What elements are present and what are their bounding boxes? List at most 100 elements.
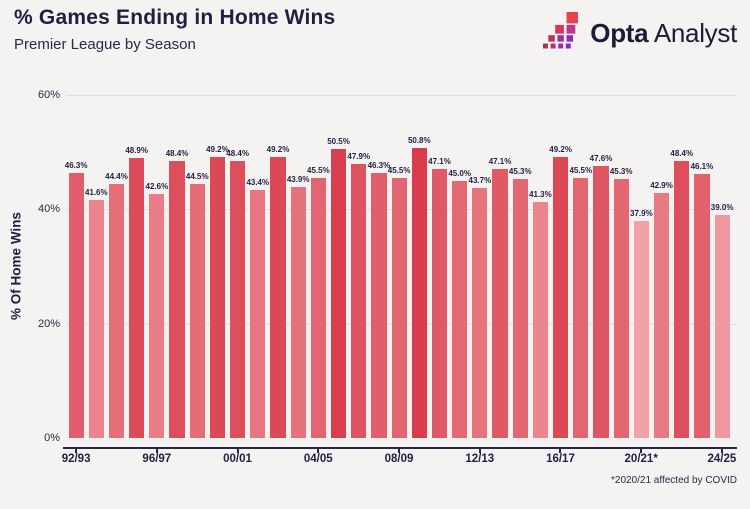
bar-93/94: 41.6% xyxy=(84,95,108,438)
y-tick-label-60: 60% xyxy=(37,89,60,101)
bar xyxy=(230,161,246,438)
bar-96/97: 42.6% xyxy=(145,95,169,438)
bar-21/22: 42.9% xyxy=(650,95,673,438)
bar-11/12: 45.0% xyxy=(448,95,471,438)
bar xyxy=(108,184,125,438)
x-axis-labels: 92/93 96/97 00/01 04/05 08/09 12/13 16/17 20/21… xyxy=(62,453,737,469)
bar-value-label: 47.1% xyxy=(488,156,512,166)
bar-95/96: 48.9% xyxy=(125,95,148,438)
bar xyxy=(411,147,427,438)
bar xyxy=(68,173,84,438)
bar-value-label: 47.9% xyxy=(347,152,371,162)
bar-01/02: 43.4% xyxy=(246,95,269,438)
x-tick-label-92/93: 92/93 xyxy=(61,453,91,465)
bar xyxy=(452,180,468,438)
bar-04/05: 45.5% xyxy=(307,95,330,438)
bar-value-label: 44.5% xyxy=(185,171,209,181)
bar xyxy=(310,177,326,438)
bar-92/93: 46.3% xyxy=(65,95,87,438)
bar-05/06: 50.5% xyxy=(327,95,350,438)
bar xyxy=(290,187,306,438)
y-axis-title: % Of Home Wins xyxy=(8,212,24,320)
bar xyxy=(250,189,266,438)
bar-value-label: 46.1% xyxy=(690,162,714,172)
bar-02/03: 49.2% xyxy=(266,95,290,438)
y-tick-label-20: 20% xyxy=(37,317,60,330)
bar xyxy=(189,183,205,438)
x-tick-label-08/09: 08/09 xyxy=(384,453,414,465)
gridline-60 xyxy=(66,95,737,96)
bar-value-label: 48.4% xyxy=(226,149,249,159)
bar-value-label: 50.8% xyxy=(407,135,431,145)
bar-03/04: 43.9% xyxy=(286,95,310,438)
bar-value-label: 48.9% xyxy=(125,146,148,156)
x-axis-line xyxy=(63,447,737,449)
bar-value-label: 41.3% xyxy=(529,189,552,199)
logo-word-opta: Opta xyxy=(590,18,649,48)
bar-value-label: 45.5% xyxy=(387,165,411,175)
bar-value-label: 42.6% xyxy=(145,182,169,192)
bar-06/07: 47.9% xyxy=(347,95,371,438)
bar-value-label: 49.2% xyxy=(549,144,572,154)
bar xyxy=(573,177,589,438)
x-axis-ticks xyxy=(66,449,732,454)
bar xyxy=(472,188,488,438)
bar-07/08: 46.3% xyxy=(367,95,391,438)
bar-value-label: 43.7% xyxy=(468,176,492,186)
bar-16/17: 49.2% xyxy=(549,95,572,438)
bar xyxy=(88,200,104,438)
bar xyxy=(633,221,649,438)
bar-value-label: 47.1% xyxy=(428,156,451,166)
x-tick-04/05 xyxy=(317,449,320,453)
bar xyxy=(492,168,508,438)
logo-word-analyst: Analyst xyxy=(653,18,737,48)
bar-value-label: 43.9% xyxy=(286,175,310,185)
bar-value-label: 45.5% xyxy=(569,165,593,175)
bar-14/15: 45.3% xyxy=(508,95,532,438)
bar xyxy=(169,161,185,438)
bar-value-label: 45.5% xyxy=(307,165,330,175)
bar-value-label: 45.3% xyxy=(508,167,532,177)
bar xyxy=(149,194,165,438)
bar xyxy=(391,177,407,438)
x-tick-label-96/97: 96/97 xyxy=(142,453,172,465)
x-tick-label-00/01: 00/01 xyxy=(223,453,252,465)
bar xyxy=(674,161,690,438)
opta-analyst-logo: Opta Analyst xyxy=(543,12,737,55)
bar-20/21*: 37.9% xyxy=(630,95,653,438)
page-subtitle: Premier League by Season xyxy=(14,36,196,53)
bar-17/18: 45.5% xyxy=(569,95,593,438)
bar-12/13: 43.7% xyxy=(468,95,492,438)
bar-value-label: 46.3% xyxy=(367,161,391,171)
bar-value-label: 37.9% xyxy=(630,209,653,219)
bar-94/95: 44.4% xyxy=(105,95,128,438)
x-tick-92/93 xyxy=(75,449,78,453)
bar xyxy=(431,168,448,438)
bar xyxy=(653,192,670,438)
bar-value-label: 41.6% xyxy=(84,188,108,198)
bar-value-label: 48.4% xyxy=(670,149,694,159)
x-tick-00/01 xyxy=(236,449,239,453)
y-tick-label-40: 40% xyxy=(37,203,60,216)
bar-08/09: 45.5% xyxy=(387,95,411,438)
x-tick-16/17 xyxy=(559,449,562,453)
bar xyxy=(330,149,347,438)
bar xyxy=(593,165,609,438)
bar-value-label: 45.3% xyxy=(609,167,633,177)
y-tick-label-0: 0% xyxy=(44,432,60,444)
bar-value-label: 48.4% xyxy=(165,149,189,159)
bar-value-label: 50.5% xyxy=(327,137,350,147)
bar-09/10: 50.8% xyxy=(407,95,431,438)
x-tick-label-20/21*: 20/21* xyxy=(624,453,658,465)
bar xyxy=(613,179,629,438)
bar-value-label: 45.0% xyxy=(448,168,471,178)
x-tick-label-04/05: 04/05 xyxy=(303,453,333,465)
x-tick-24/25 xyxy=(720,449,723,453)
bar xyxy=(512,179,528,438)
bar-value-label: 49.2% xyxy=(266,144,290,154)
x-tick-20/21* xyxy=(640,449,643,453)
bar-value-label: 49.2% xyxy=(206,144,229,154)
bar xyxy=(270,156,286,438)
bar xyxy=(532,201,548,438)
bar-18/19: 47.6% xyxy=(590,95,612,438)
